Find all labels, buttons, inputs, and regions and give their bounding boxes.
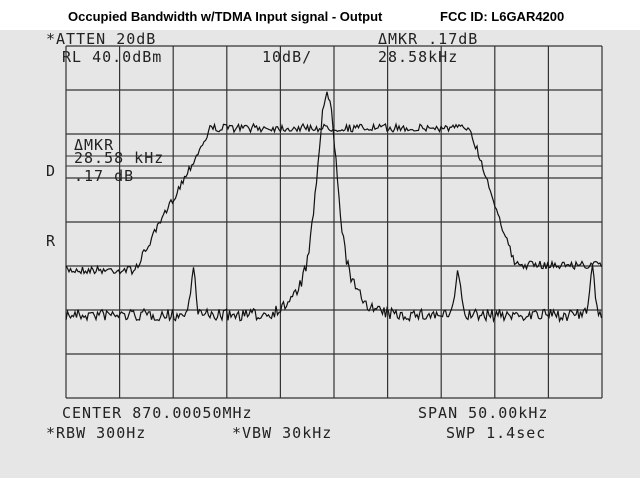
vbw: *VBW 30kHz (232, 424, 332, 442)
sweep: SWP 1.4sec (446, 424, 546, 442)
atten: *ATTEN 20dB (46, 30, 156, 48)
header-band (0, 0, 640, 30)
span: SPAN 50.00kHz (418, 404, 548, 422)
marker-box-label: ΔMKR (74, 136, 114, 154)
scale: 10dB/ (262, 48, 312, 66)
fcc-id: FCC ID: L6GAR4200 (440, 9, 564, 24)
center: CENTER 870.00050MHz (62, 404, 253, 422)
ref-level: RL 40.0dBm (62, 48, 162, 66)
side-label-d: D (46, 162, 56, 180)
rbw: *RBW 300Hz (46, 424, 146, 442)
marker-freq: 28.58kHz (378, 48, 458, 66)
side-label-r: R (46, 232, 56, 250)
marker-delta: ΔMKR .17dB (378, 30, 478, 48)
marker-box-freq: 28.58 kHz (74, 149, 164, 167)
title: Occupied Bandwidth w/TDMA Input signal -… (68, 9, 383, 24)
marker-box-level: .17 dB (74, 167, 134, 185)
graticule (65, 45, 603, 399)
trace-narrowband (65, 91, 603, 324)
